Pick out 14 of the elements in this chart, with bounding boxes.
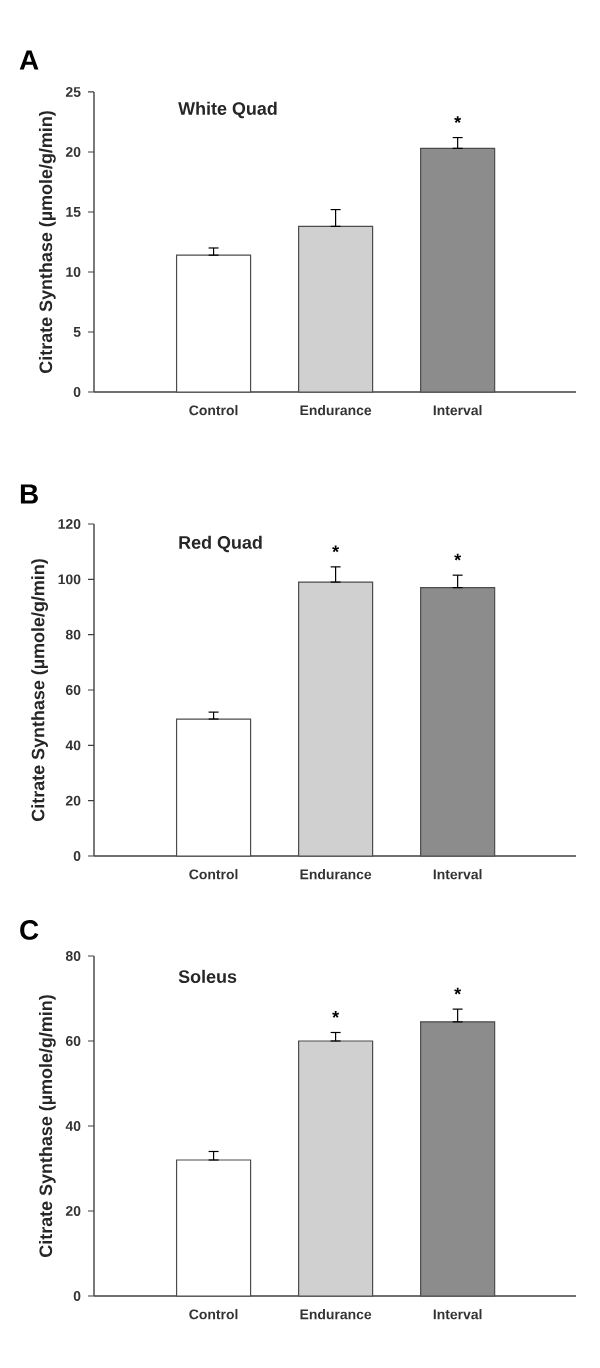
text: White Quad: [178, 101, 277, 119]
y-axis-title: Citrate Synthase (µmole/g/min): [38, 995, 56, 1257]
annotation: *: [454, 116, 462, 123]
annotation: *: [332, 1011, 340, 1018]
chart-title: B: [20, 484, 38, 504]
text: Soleus: [178, 969, 237, 983]
chart-title: A: [19, 50, 39, 70]
annotation: *: [454, 553, 462, 561]
y-axis-title: Citrate Synthase (µmole/g/min): [38, 111, 56, 373]
chart-title: C: [20, 920, 39, 940]
annotation: *: [332, 545, 340, 553]
annotation: *: [454, 987, 462, 995]
y-axis-title: Citrate Synthase (µmole/g/min): [31, 559, 49, 821]
text: Red Quad: [179, 535, 262, 553]
